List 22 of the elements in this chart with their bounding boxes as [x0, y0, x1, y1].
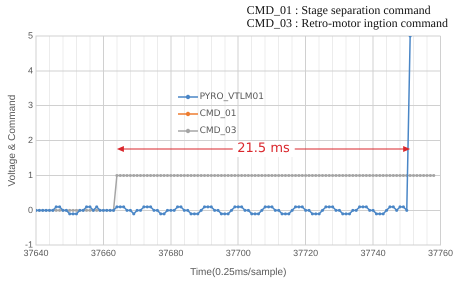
- y-tick-label: 1: [28, 170, 33, 180]
- text: CMD_01 : Stage separation command: [246, 3, 432, 17]
- x-tick-label: 37720: [293, 248, 318, 258]
- x-tick-label: 37740: [360, 248, 386, 258]
- y-tick-label: 3: [28, 100, 33, 110]
- y-tick-label: 0: [28, 204, 33, 215]
- x-tick-label: 37640: [23, 248, 49, 258]
- y-axis-title: Voltage & Command: [6, 94, 18, 186]
- x-tick-label: 37680: [158, 248, 184, 258]
- legend-label: CMD_01: [200, 108, 236, 119]
- y-tick-label: 2: [28, 135, 33, 146]
- y-tick-label: -1: [24, 240, 33, 250]
- x-tick-label: 37700: [226, 248, 251, 258]
- legend-label: CMD_03: [200, 126, 236, 136]
- text: CMD_03 : Retro-motor ingtion command: [246, 16, 448, 30]
- annotation: 21.5 ms: [232, 140, 295, 157]
- x-tick-label: 37760: [428, 248, 453, 258]
- legend-label: PYRO_VTLM01: [200, 92, 264, 102]
- x-axis-title: Time(0.25ms/sample): [190, 266, 286, 278]
- y-tick-label: 4: [28, 65, 33, 76]
- x-tick-label: 37660: [90, 248, 116, 258]
- y-tick-label: 5: [28, 30, 33, 40]
